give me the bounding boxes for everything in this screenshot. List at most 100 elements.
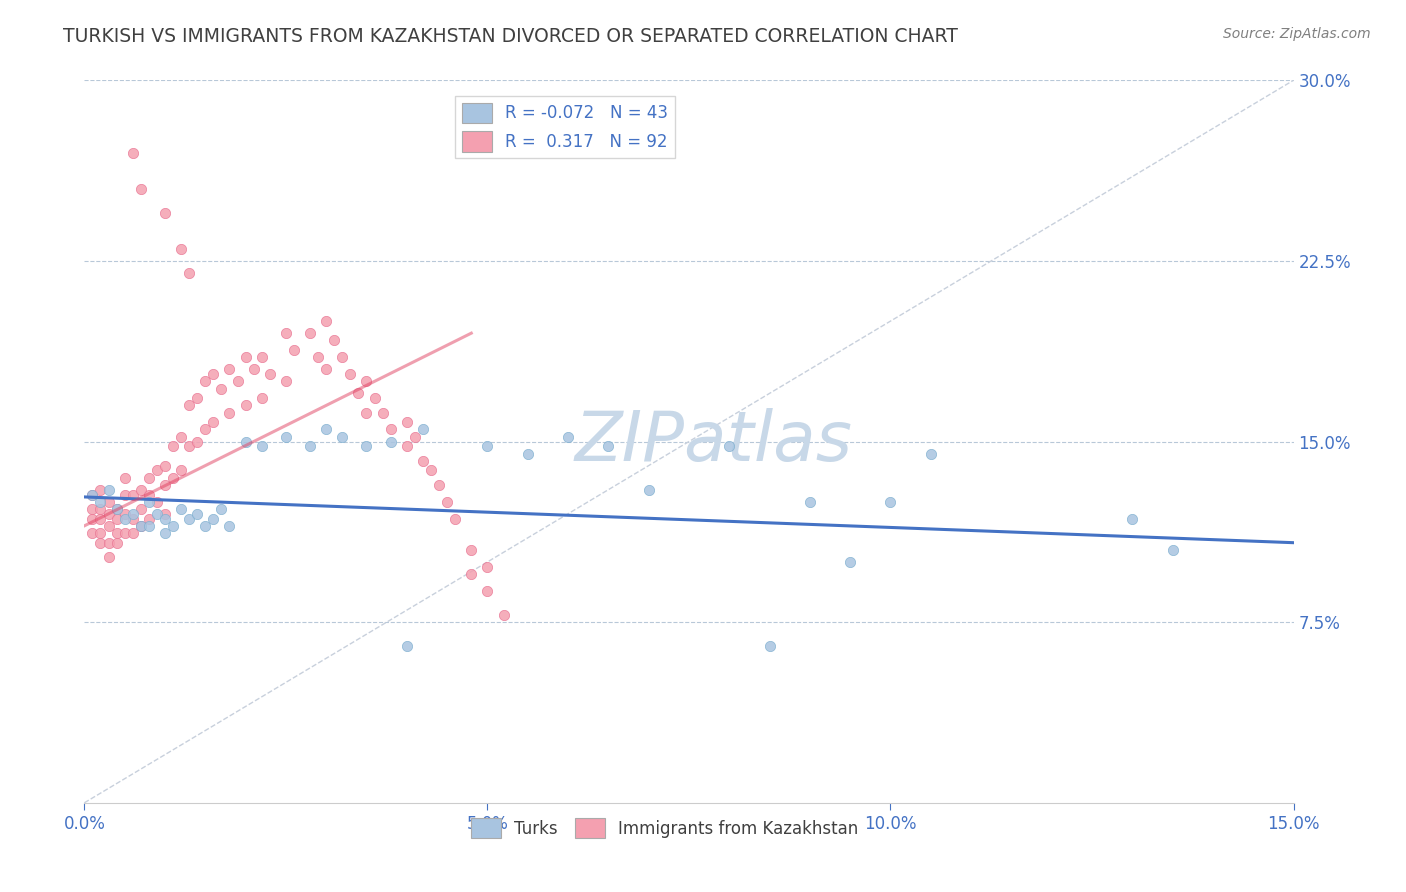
Point — [138, 511, 160, 525]
Point — [89, 535, 111, 549]
Point — [194, 374, 217, 388]
Point — [121, 487, 143, 501]
Point — [186, 391, 208, 405]
Point — [347, 386, 370, 401]
Point — [637, 483, 659, 497]
Point — [259, 367, 281, 381]
Point — [274, 326, 297, 340]
Point — [299, 439, 322, 453]
Point — [194, 518, 217, 533]
Point — [129, 518, 152, 533]
Point — [323, 334, 346, 348]
Point — [114, 470, 136, 484]
Point — [718, 439, 741, 453]
Point — [516, 446, 538, 460]
Point — [179, 398, 201, 412]
Point — [202, 367, 225, 381]
Point — [202, 511, 225, 525]
Point — [879, 494, 901, 508]
Point — [380, 434, 402, 449]
Point — [363, 391, 385, 405]
Point — [420, 463, 443, 477]
Point — [920, 446, 942, 460]
Point — [153, 205, 176, 219]
Point — [153, 526, 176, 541]
Point — [170, 430, 193, 444]
Point — [412, 454, 434, 468]
Point — [235, 398, 257, 412]
Point — [235, 350, 257, 364]
Text: ZIPatlas: ZIPatlas — [574, 408, 852, 475]
Point — [460, 542, 482, 557]
Point — [138, 518, 160, 533]
Point — [330, 350, 353, 364]
Point — [179, 439, 201, 453]
Point — [598, 439, 620, 453]
Text: TURKISH VS IMMIGRANTS FROM KAZAKHSTAN DIVORCED OR SEPARATED CORRELATION CHART: TURKISH VS IMMIGRANTS FROM KAZAKHSTAN DI… — [63, 27, 957, 45]
Point — [250, 350, 273, 364]
Point — [460, 567, 482, 582]
Point — [315, 362, 337, 376]
Point — [97, 494, 120, 508]
Point — [186, 507, 208, 521]
Point — [218, 362, 240, 376]
Point — [89, 511, 111, 525]
Point — [218, 518, 240, 533]
Point — [218, 406, 240, 420]
Point — [492, 607, 515, 622]
Point — [477, 439, 499, 453]
Point — [283, 343, 305, 357]
Point — [162, 518, 184, 533]
Point — [105, 502, 128, 516]
Point — [242, 362, 264, 376]
Point — [82, 511, 104, 525]
Point — [146, 507, 169, 521]
Point — [121, 511, 143, 525]
Point — [89, 526, 111, 541]
Point — [179, 511, 201, 525]
Point — [315, 422, 337, 436]
Point — [121, 507, 143, 521]
Point — [105, 511, 128, 525]
Point — [146, 494, 169, 508]
Point — [356, 374, 378, 388]
Point — [186, 434, 208, 449]
Point — [129, 181, 152, 195]
Point — [250, 439, 273, 453]
Point — [179, 266, 201, 280]
Point — [412, 422, 434, 436]
Point — [153, 511, 176, 525]
Point — [162, 470, 184, 484]
Point — [97, 535, 120, 549]
Point — [356, 406, 378, 420]
Point — [129, 483, 152, 497]
Point — [477, 583, 499, 598]
Point — [395, 639, 418, 653]
Point — [146, 463, 169, 477]
Point — [89, 502, 111, 516]
Point — [162, 439, 184, 453]
Point — [121, 526, 143, 541]
Point — [274, 374, 297, 388]
Point — [799, 494, 821, 508]
Point — [758, 639, 780, 653]
Point — [839, 555, 862, 569]
Point — [105, 502, 128, 516]
Point — [129, 502, 152, 516]
Point — [477, 559, 499, 574]
Point — [114, 487, 136, 501]
Point — [153, 458, 176, 473]
Point — [427, 478, 450, 492]
Point — [226, 374, 249, 388]
Point — [371, 406, 394, 420]
Point — [436, 494, 458, 508]
Point — [404, 430, 426, 444]
Point — [105, 535, 128, 549]
Point — [153, 478, 176, 492]
Point — [250, 391, 273, 405]
Point — [395, 415, 418, 429]
Text: Source: ZipAtlas.com: Source: ZipAtlas.com — [1223, 27, 1371, 41]
Point — [129, 518, 152, 533]
Point — [138, 470, 160, 484]
Point — [235, 434, 257, 449]
